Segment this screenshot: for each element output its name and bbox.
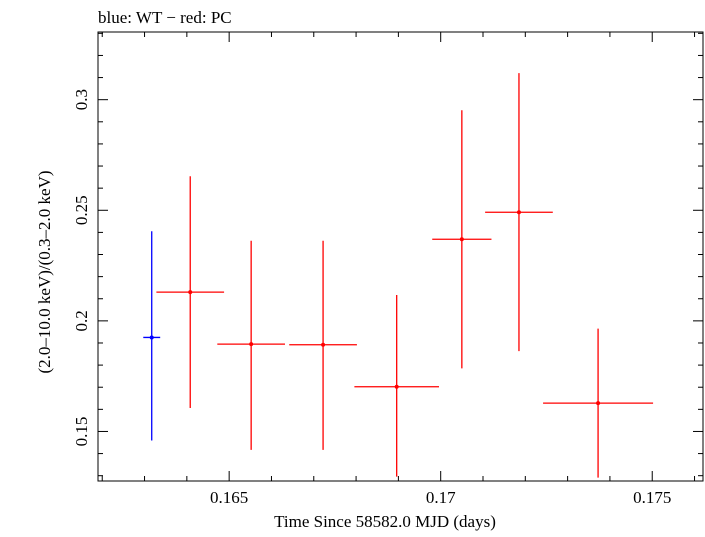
data-points [143, 73, 654, 478]
chart-title: blue: WT − red: PC [98, 8, 232, 27]
data-point-wt [143, 231, 161, 441]
point-marker [596, 401, 601, 406]
y-tick-label: 0.15 [72, 417, 91, 447]
point-marker [249, 342, 254, 347]
x-tick-label: 0.165 [210, 488, 248, 507]
axis-ticks: 0.165 0.17 0.175 0.15 0.2 0.25 0.3 [72, 32, 703, 507]
data-point-pc [432, 110, 492, 369]
y-tick-label: 0.2 [72, 310, 91, 331]
data-point-pc [485, 73, 553, 352]
y-tick-label: 0.25 [72, 195, 91, 225]
plot-frame [97, 31, 704, 482]
x-tick-label: 0.175 [633, 488, 671, 507]
y-axis-label: (2.0–10.0 keV)/(0.3–2.0 keV) [35, 170, 54, 373]
point-marker [459, 237, 464, 242]
data-point-pc [156, 176, 225, 409]
point-marker [394, 384, 399, 389]
data-point-pc [289, 240, 357, 450]
point-marker [321, 342, 326, 347]
point-marker [188, 290, 193, 295]
y-tick-label: 0.3 [72, 89, 91, 110]
data-point-pc [217, 240, 285, 450]
point-marker [149, 335, 154, 340]
data-point-pc [543, 328, 654, 478]
x-axis-label: Time Since 58582.0 MJD (days) [274, 512, 496, 531]
x-tick-label: 0.17 [426, 488, 456, 507]
point-marker [516, 210, 521, 215]
data-point-pc [354, 294, 439, 477]
